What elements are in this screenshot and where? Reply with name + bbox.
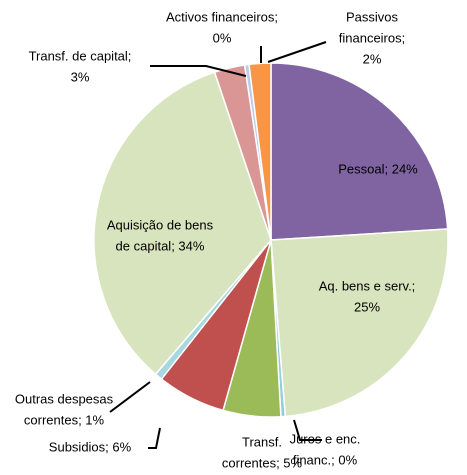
slice-label: 25% xyxy=(354,299,380,314)
slice-label: financ.; 0% xyxy=(293,452,358,467)
leader-line xyxy=(267,41,327,63)
pie-slice xyxy=(270,228,449,418)
slice-label: de capital; 34% xyxy=(116,238,205,253)
slice-label: Passivos xyxy=(346,9,399,24)
leader-lines xyxy=(109,41,327,449)
pie-slice xyxy=(270,62,449,241)
slice-label: Pessoal; 24% xyxy=(338,161,418,176)
slice-label: Aquisição de bens xyxy=(107,217,214,232)
slice-label: Transf. de capital; xyxy=(29,48,132,63)
leader-line xyxy=(148,427,161,449)
slice-label: Outras despesas xyxy=(15,391,114,406)
leader-line xyxy=(109,381,151,413)
slice-label: 2% xyxy=(363,51,382,66)
pie xyxy=(93,62,449,418)
labels: Pessoal; 24% Aq. bens e serv.; 25% Juros e … xyxy=(15,9,418,470)
leader-line xyxy=(150,65,247,77)
slice-label: 3% xyxy=(71,69,90,84)
slice-label: Activos financeiros; xyxy=(166,9,278,24)
slice-label: Juros e enc. xyxy=(290,431,361,446)
slice-label: Transf. xyxy=(242,434,282,449)
slice-label: Aq. bens e serv.; xyxy=(319,278,416,293)
slice-label: correntes; 1% xyxy=(24,412,105,427)
slice-label: Subsidios; 6% xyxy=(49,439,132,454)
pie-slice xyxy=(93,71,272,376)
slice-label: financeiros; xyxy=(339,30,405,45)
slice-label: correntes; 5% xyxy=(222,455,303,470)
slice-label: 0% xyxy=(213,30,232,45)
pie-slice xyxy=(248,62,272,241)
leader-line xyxy=(293,419,322,441)
